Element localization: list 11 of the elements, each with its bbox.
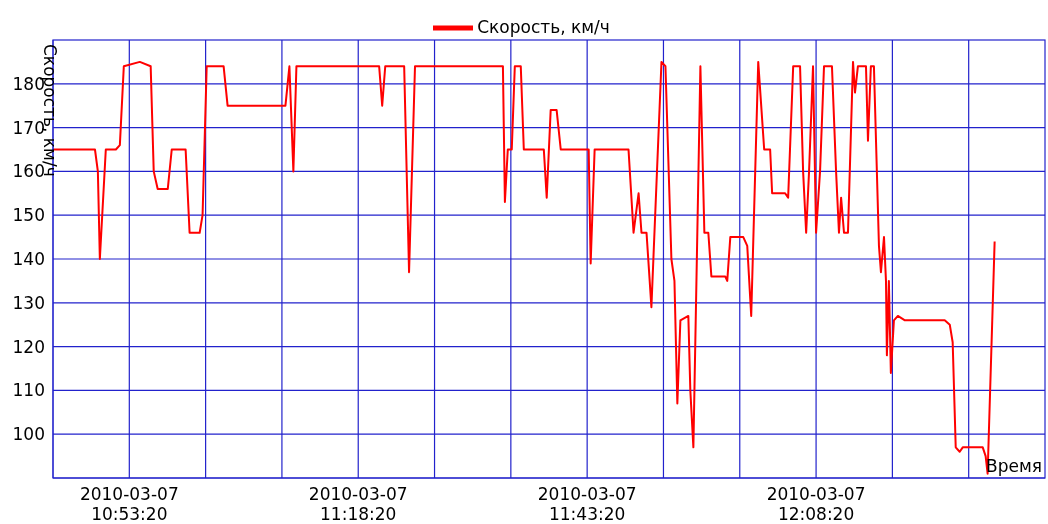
y-tick-label: 140 bbox=[12, 249, 45, 270]
x-tick-label: 2010-03-07 10:53:20 bbox=[79, 484, 179, 524]
y-tick-label: 130 bbox=[12, 292, 45, 313]
x-tick-label: 2010-03-07 11:18:20 bbox=[308, 484, 408, 524]
x-tick-label: 2010-03-07 11:43:20 bbox=[537, 484, 637, 524]
x-tick-label: 2010-03-07 12:08:20 bbox=[766, 484, 866, 524]
y-tick-label: 150 bbox=[12, 205, 45, 226]
y-tick-label: 120 bbox=[12, 336, 45, 357]
legend-label: Скорость, км/ч bbox=[477, 17, 610, 37]
y-tick-label: 100 bbox=[12, 424, 45, 445]
y-tick-label: 110 bbox=[12, 380, 45, 401]
